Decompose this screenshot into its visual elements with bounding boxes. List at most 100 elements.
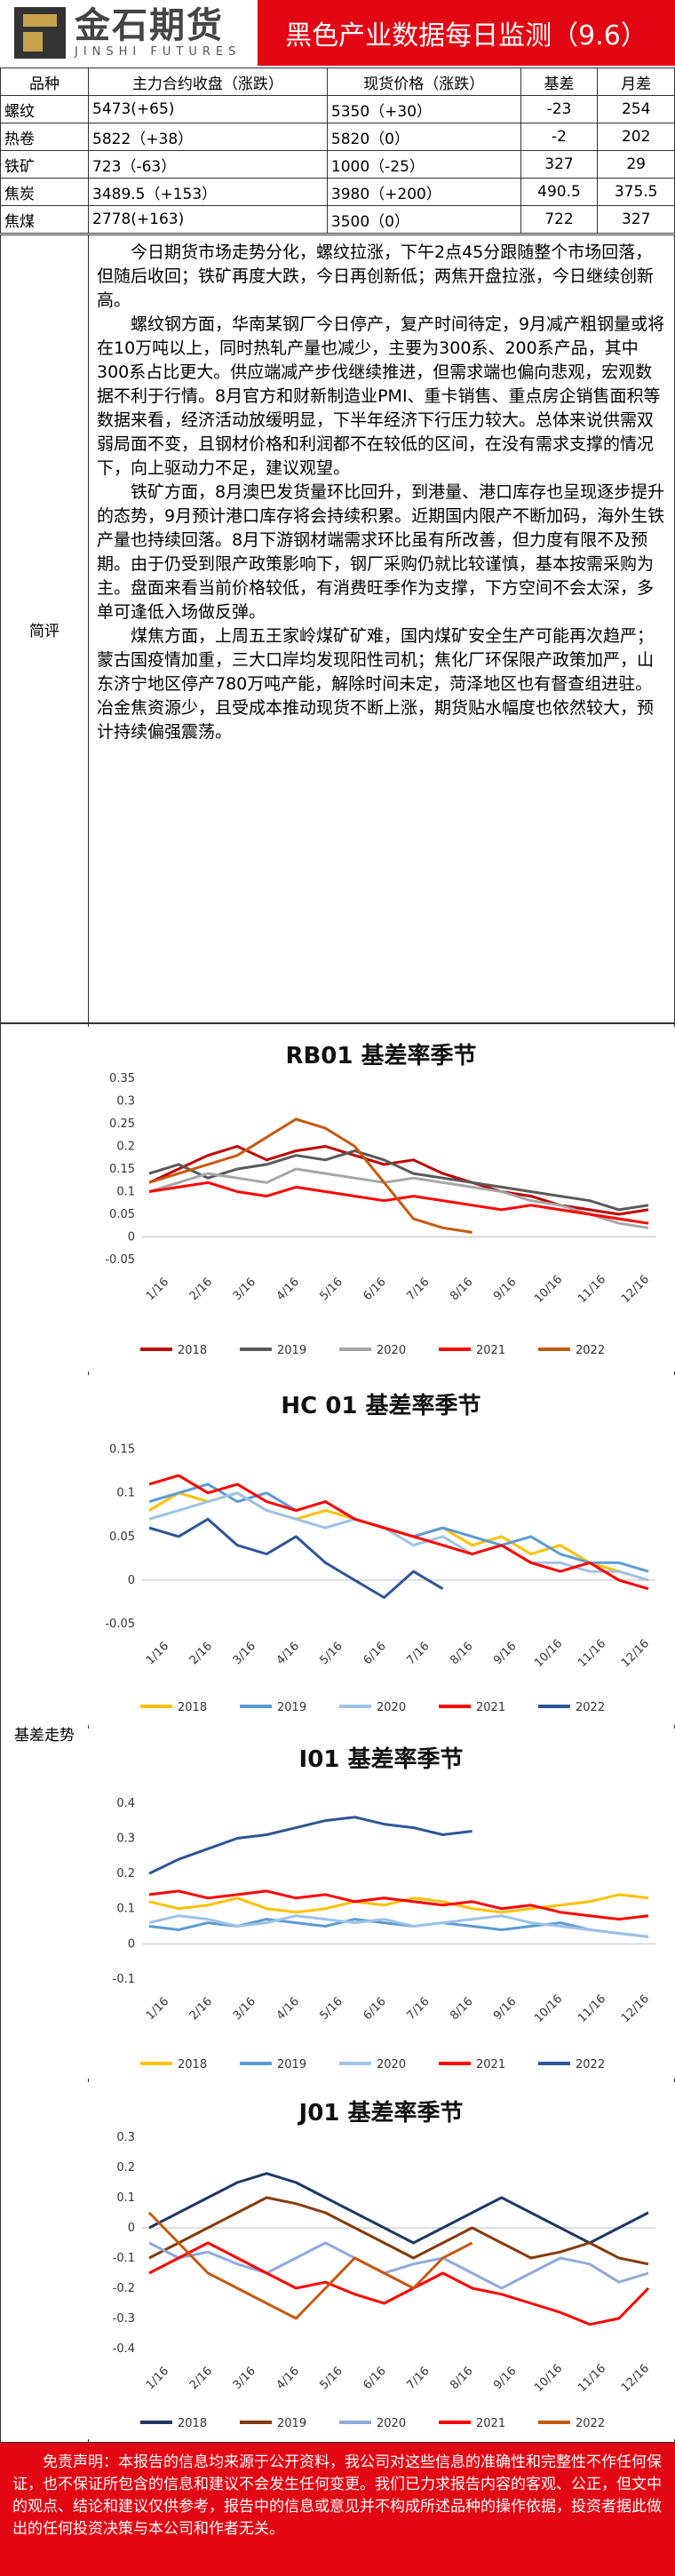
series-line-2022	[148, 1816, 472, 1875]
y-tick-label: 0	[128, 1937, 135, 1951]
table-cell: 3489.5（+153）	[88, 178, 328, 206]
x-tick-label: 11/16	[576, 1992, 608, 2025]
table-row: 螺纹 5473(+65) 5350（+30） -23 254	[0, 95, 675, 123]
x-tick-label: 5/16	[318, 1640, 345, 1667]
x-tick-label: 2/16	[187, 1276, 215, 1303]
chart-i01: 0.4 0.3 0.2 0.1 0 -0.1 1/16 2/16 3/16 4/16 5/16 6/1…	[113, 1797, 655, 2071]
x-tick-label: 9/16	[491, 1995, 519, 2023]
chart-panel-hc01: HC 01 基差率季节 0.15 0.1 0.05 0 -0.05 1/16 2/16 3/1…	[87, 1375, 675, 1725]
commentary-section: 简评 今日期货市场走势分化，螺纹拉涨，下午2点45分跟随整个市场回落，但随后收回…	[0, 235, 675, 1023]
x-tick-label: 12/16	[619, 1637, 652, 1670]
x-tick-label: 7/16	[404, 1640, 432, 1667]
x-tick-label: 1/16	[144, 1995, 171, 2023]
legend-label: 2021	[476, 1701, 505, 1714]
legend-label: 2018	[178, 1344, 207, 1357]
table-cell: 焦炭	[0, 178, 89, 206]
y-tick-label: 0.3	[116, 1095, 135, 1109]
x-tick-label: 12/16	[619, 1273, 652, 1306]
x-tick-label: 5/16	[318, 2365, 345, 2392]
series-line-2021	[148, 2241, 650, 2326]
legend-label: 2019	[277, 2417, 306, 2430]
table-cell: 29	[597, 150, 675, 179]
commentary-paragraph: 煤焦方面，上周五王家岭煤矿矿难，国内煤矿安全生产可能再次趋严；蒙古国疫情加重，三…	[97, 626, 655, 742]
y-tick-label: 0.3	[116, 2131, 135, 2144]
legend-label: 2020	[377, 1344, 406, 1357]
column-header: 主力合约收盘（涨跌）	[88, 68, 328, 96]
report-title: 黑色产业数据每日监测（9.6）	[258, 0, 675, 66]
y-tick-label: 0.35	[109, 1072, 135, 1085]
legend-label: 2022	[576, 1701, 605, 1714]
y-tick-label: 0.3	[116, 1832, 135, 1845]
disclaimer: 免责声明：本报告的信息均来源于公开资料，我公司对这些信息的准确性和完整性不作任何…	[0, 2443, 675, 2576]
x-tick-label: 10/16	[532, 1637, 565, 1670]
y-tick-label: -0.1	[113, 1973, 135, 1986]
x-tick-label: 7/16	[404, 1995, 432, 2023]
table-cell: 254	[597, 95, 675, 123]
table-row: 热卷 5822（+38） 5820（0） -2 202	[0, 123, 675, 151]
legend-label: 2020	[377, 2417, 406, 2430]
x-tick-label: 5/16	[318, 1995, 345, 2023]
table-cell: 202	[597, 123, 675, 151]
table-cell: 3500（0）	[326, 205, 521, 234]
y-tick-label: 0.15	[109, 1163, 135, 1176]
x-tick-label: 9/16	[491, 2365, 519, 2392]
y-tick-label: -0.05	[105, 1618, 135, 1631]
y-tick-label: -0.4	[113, 2342, 135, 2356]
legend-label: 2019	[277, 1701, 306, 1714]
series-line-2021	[148, 1181, 649, 1225]
table-cell: 螺纹	[0, 95, 89, 123]
y-tick-label: 0.1	[116, 1487, 135, 1500]
x-tick-label: 3/16	[231, 2365, 258, 2392]
chart-title: I01 基差率季节	[298, 1746, 464, 1773]
series-line-2018	[148, 2172, 649, 2245]
table-cell: -23	[520, 95, 599, 123]
x-tick-label: 10/16	[532, 2362, 565, 2395]
table-row: 焦煤 2778(+163) 3500（0） 722 327	[0, 205, 675, 234]
series-line-2021	[148, 1474, 649, 1591]
x-tick-label: 3/16	[231, 1640, 258, 1667]
table-cell: 490.5	[520, 178, 599, 206]
table-cell: 5350（+30）	[326, 95, 521, 123]
legend-label: 2020	[377, 2058, 406, 2071]
legend-label: 2022	[576, 2058, 605, 2071]
legend-label: 2018	[178, 2417, 207, 2430]
legend-label: 2021	[476, 2058, 505, 2071]
series-line-2019	[148, 2196, 649, 2266]
report-header: 金石期货 JINSHI FUTURES 黑色产业数据每日监测（9.6）	[0, 0, 675, 66]
chart-title: J01 基差率季节	[298, 2100, 464, 2127]
table-cell: 1000（-25）	[326, 150, 521, 179]
series-line-2020	[148, 1914, 649, 1938]
x-tick-label: 11/16	[576, 1273, 608, 1306]
y-tick-label: -0.2	[113, 2282, 135, 2295]
column-header: 基差	[520, 68, 599, 96]
legend-label: 2022	[576, 1344, 605, 1357]
series-line-2021	[148, 1889, 649, 1921]
series-line-2019	[148, 1149, 649, 1212]
chart-panel-j01: J01 基差率季节 0.3 0.2 0.1 0 -0.1 -0.2 -0.3 -0.4 1/16…	[87, 2082, 675, 2439]
table-row: 铁矿 723（-63） 1000（-25） 327 29	[0, 150, 675, 179]
x-tick-label: 3/16	[231, 1276, 258, 1303]
logo-mark-icon	[14, 7, 66, 59]
x-tick-label: 2/16	[187, 2365, 215, 2392]
series-line-2018	[148, 1893, 649, 1914]
x-tick-label: 4/16	[274, 1640, 302, 1667]
chart-title: RB01 基差率季节	[285, 1043, 477, 1069]
x-tick-label: 8/16	[448, 1640, 475, 1667]
legend-label: 2021	[476, 2417, 505, 2430]
y-tick-label: 0	[128, 1231, 135, 1244]
x-tick-label: 11/16	[576, 1637, 608, 1670]
x-tick-label: 4/16	[274, 2365, 302, 2392]
table-cell: 327	[520, 150, 599, 179]
x-tick-label: 10/16	[532, 1273, 565, 1306]
x-tick-label: 9/16	[491, 1640, 519, 1667]
legend-label: 2019	[277, 2058, 306, 2071]
table-row: 焦炭 3489.5（+153） 3980（+200） 490.5 375.5	[0, 178, 675, 206]
legend-label: 2021	[476, 1344, 505, 1357]
chart-hc01: 0.15 0.1 0.05 0 -0.05 1/16 2/16 3/16 4/16 5/16 6/1…	[105, 1443, 655, 1714]
series-line-2022	[148, 1117, 472, 1234]
x-tick-label: 8/16	[448, 1995, 475, 2023]
series-line-2020	[148, 2241, 649, 2290]
y-tick-label: 0.2	[116, 2161, 135, 2174]
y-tick-label: 0.1	[116, 1903, 135, 1916]
